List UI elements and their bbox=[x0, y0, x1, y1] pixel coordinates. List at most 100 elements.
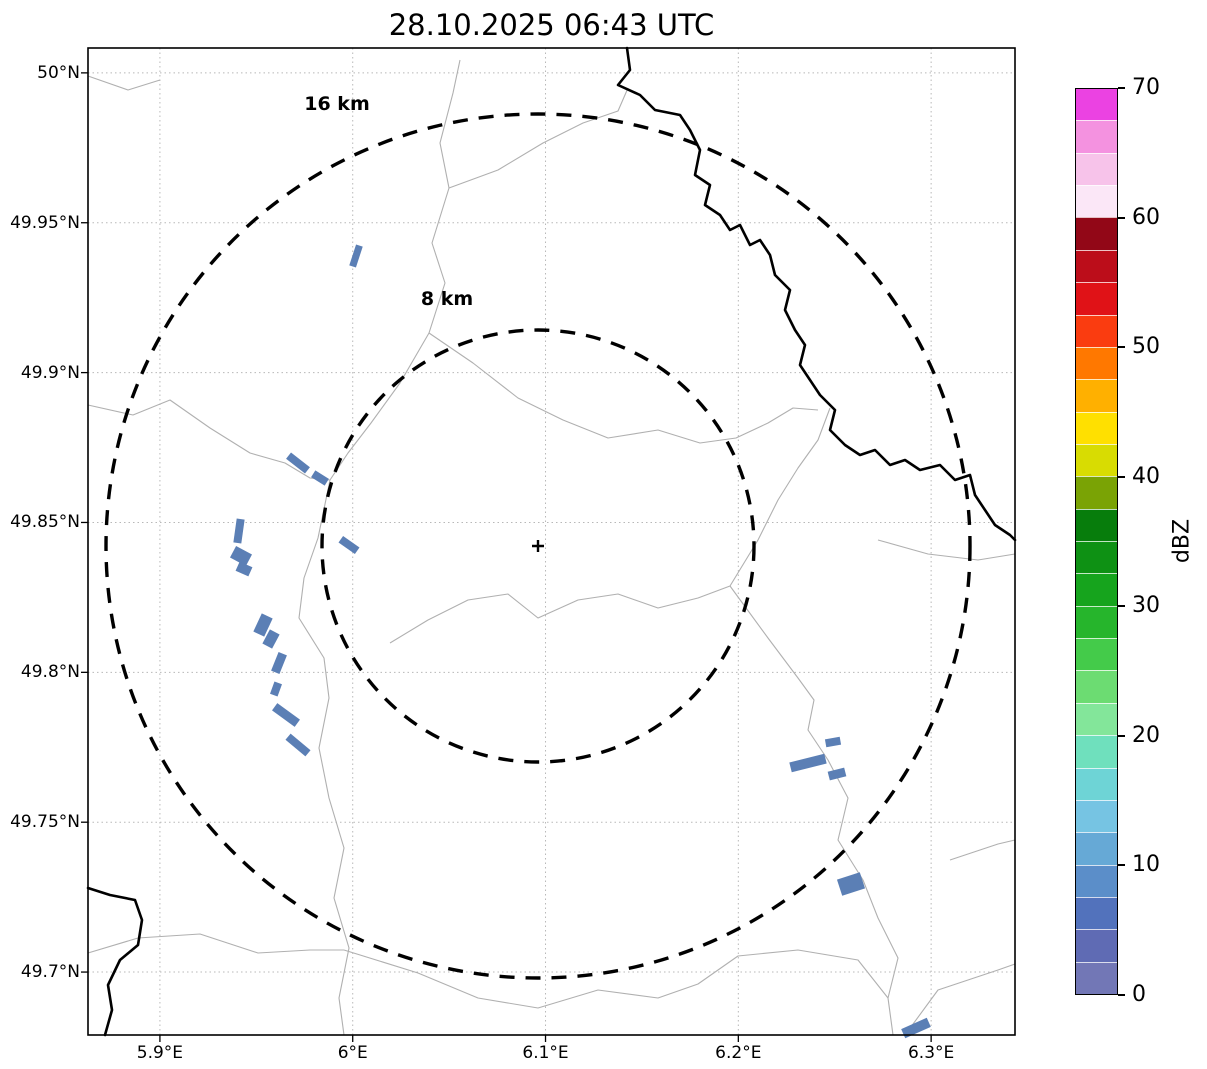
radar-center-marker bbox=[532, 540, 544, 552]
colorbar-segment bbox=[1076, 832, 1117, 865]
radar-echo bbox=[338, 535, 360, 555]
colorbar-tick-mark bbox=[1118, 346, 1125, 349]
radar-echo bbox=[311, 470, 329, 486]
colorbar-segment bbox=[1076, 282, 1117, 315]
plot-title: 28.10.2025 06:43 UTC bbox=[388, 8, 715, 42]
radar-echo bbox=[836, 872, 866, 896]
x-tick-label: 6.3°E bbox=[907, 1043, 955, 1063]
x-tick-label: 6°E bbox=[337, 1043, 368, 1063]
radar-echo bbox=[235, 561, 253, 577]
colorbar-tick-mark bbox=[1118, 734, 1125, 737]
radar-echo bbox=[824, 736, 842, 748]
radar-echo bbox=[270, 681, 282, 697]
colorbar-tick-mark bbox=[1118, 475, 1125, 478]
radar-map-svg: 16 km 8 km bbox=[81, 46, 1017, 1042]
colorbar-tick-label: 50 bbox=[1132, 334, 1160, 360]
colorbar-segment bbox=[1076, 379, 1117, 412]
colorbar-segment bbox=[1076, 541, 1117, 574]
radar-echo bbox=[233, 518, 245, 544]
admin-border-line bbox=[389, 585, 731, 644]
colorbar-segment bbox=[1076, 767, 1117, 800]
colorbar-tick-label: 60 bbox=[1132, 204, 1160, 230]
y-tick-label: 49.7°N bbox=[20, 962, 80, 983]
colorbar-tick-mark bbox=[1118, 994, 1125, 996]
range-ring bbox=[104, 112, 972, 980]
admin-border-line bbox=[428, 332, 819, 444]
colorbar-segment bbox=[1076, 508, 1117, 542]
colorbar-segment bbox=[1076, 314, 1117, 347]
x-tick-label: 5.9°E bbox=[136, 1043, 184, 1063]
colorbar-segment bbox=[1076, 89, 1117, 121]
radar-echo bbox=[272, 703, 300, 727]
colorbar-tick-label: 10 bbox=[1132, 852, 1160, 878]
colorbar-tick-label: 40 bbox=[1132, 463, 1160, 489]
radar-echo bbox=[349, 244, 363, 268]
colorbar-tick-label: 70 bbox=[1132, 75, 1160, 100]
y-tick-label: 49.95°N bbox=[10, 212, 80, 233]
colorbar-segment bbox=[1076, 443, 1117, 477]
colorbar-segment bbox=[1076, 638, 1117, 671]
map-frame bbox=[87, 47, 1016, 1036]
colorbar-segment bbox=[1076, 411, 1117, 444]
colorbar-tick-mark bbox=[1118, 87, 1125, 89]
radar-echo bbox=[253, 613, 273, 637]
admin-border-line bbox=[329, 59, 461, 481]
colorbar bbox=[1075, 88, 1118, 995]
colorbar-segment bbox=[1076, 896, 1117, 930]
range-ring-label: 16 km bbox=[304, 93, 370, 115]
colorbar-tick-label: 0 bbox=[1132, 982, 1146, 1007]
admin-border-line bbox=[298, 479, 350, 1036]
admin-border-line bbox=[343, 949, 889, 1009]
colorbar-segment bbox=[1076, 961, 1117, 995]
colorbar-tick-mark bbox=[1118, 605, 1125, 608]
colorbar-segment bbox=[1076, 605, 1117, 639]
colorbar-segment bbox=[1076, 476, 1117, 509]
colorbar-label: dBZ bbox=[1169, 518, 1195, 564]
colorbar-segment bbox=[1076, 670, 1117, 703]
y-tick-label: 49.9°N bbox=[20, 362, 80, 383]
colorbar-segment bbox=[1076, 249, 1117, 283]
y-tick-label: 49.8°N bbox=[20, 662, 80, 683]
colorbar-tick-label: 20 bbox=[1132, 722, 1160, 748]
colorbar-segment bbox=[1076, 217, 1117, 250]
y-tick-label: 50°N bbox=[37, 62, 80, 83]
colorbar-tick-mark bbox=[1118, 864, 1125, 867]
radar-echo bbox=[230, 546, 252, 566]
y-tick-label: 49.75°N bbox=[10, 812, 80, 833]
colorbar-segment bbox=[1076, 120, 1117, 153]
colorbar-segment bbox=[1076, 152, 1117, 186]
radar-echo bbox=[262, 629, 280, 649]
radar-echo bbox=[271, 652, 287, 674]
colorbar-tick-mark bbox=[1118, 216, 1125, 219]
range-ring-label: 8 km bbox=[421, 288, 473, 310]
colorbar-tick-label: 30 bbox=[1132, 593, 1160, 619]
radar-echo bbox=[827, 767, 847, 781]
admin-border-line bbox=[904, 963, 1016, 1036]
radar-echo bbox=[286, 452, 310, 474]
colorbar-segment bbox=[1076, 185, 1117, 218]
colorbar-segment bbox=[1076, 702, 1117, 736]
map-panel: 16 km 8 km bbox=[81, 46, 1017, 1042]
admin-border-line bbox=[448, 87, 629, 189]
admin-border-line bbox=[729, 585, 899, 1036]
colorbar-segment bbox=[1076, 929, 1117, 962]
admin-border-line bbox=[729, 407, 831, 587]
admin-border-line bbox=[87, 933, 344, 954]
radar-echo bbox=[901, 1017, 931, 1039]
colorbar-segment bbox=[1076, 864, 1117, 897]
radar-echo bbox=[285, 733, 311, 757]
x-tick-label: 6.1°E bbox=[522, 1043, 569, 1063]
radar-echo bbox=[789, 753, 827, 773]
admin-border-line bbox=[877, 539, 1016, 561]
x-tick-label: 6.2°E bbox=[715, 1043, 762, 1063]
y-tick-label: 49.85°N bbox=[10, 512, 80, 533]
colorbar-segment bbox=[1076, 346, 1117, 380]
colorbar-segment bbox=[1076, 573, 1117, 606]
colorbar-segment bbox=[1076, 735, 1117, 768]
colorbar-segment bbox=[1076, 799, 1117, 833]
river-line bbox=[86, 886, 144, 1037]
admin-border-line bbox=[87, 399, 331, 481]
range-ring bbox=[320, 328, 756, 764]
admin-border-line bbox=[87, 75, 161, 91]
